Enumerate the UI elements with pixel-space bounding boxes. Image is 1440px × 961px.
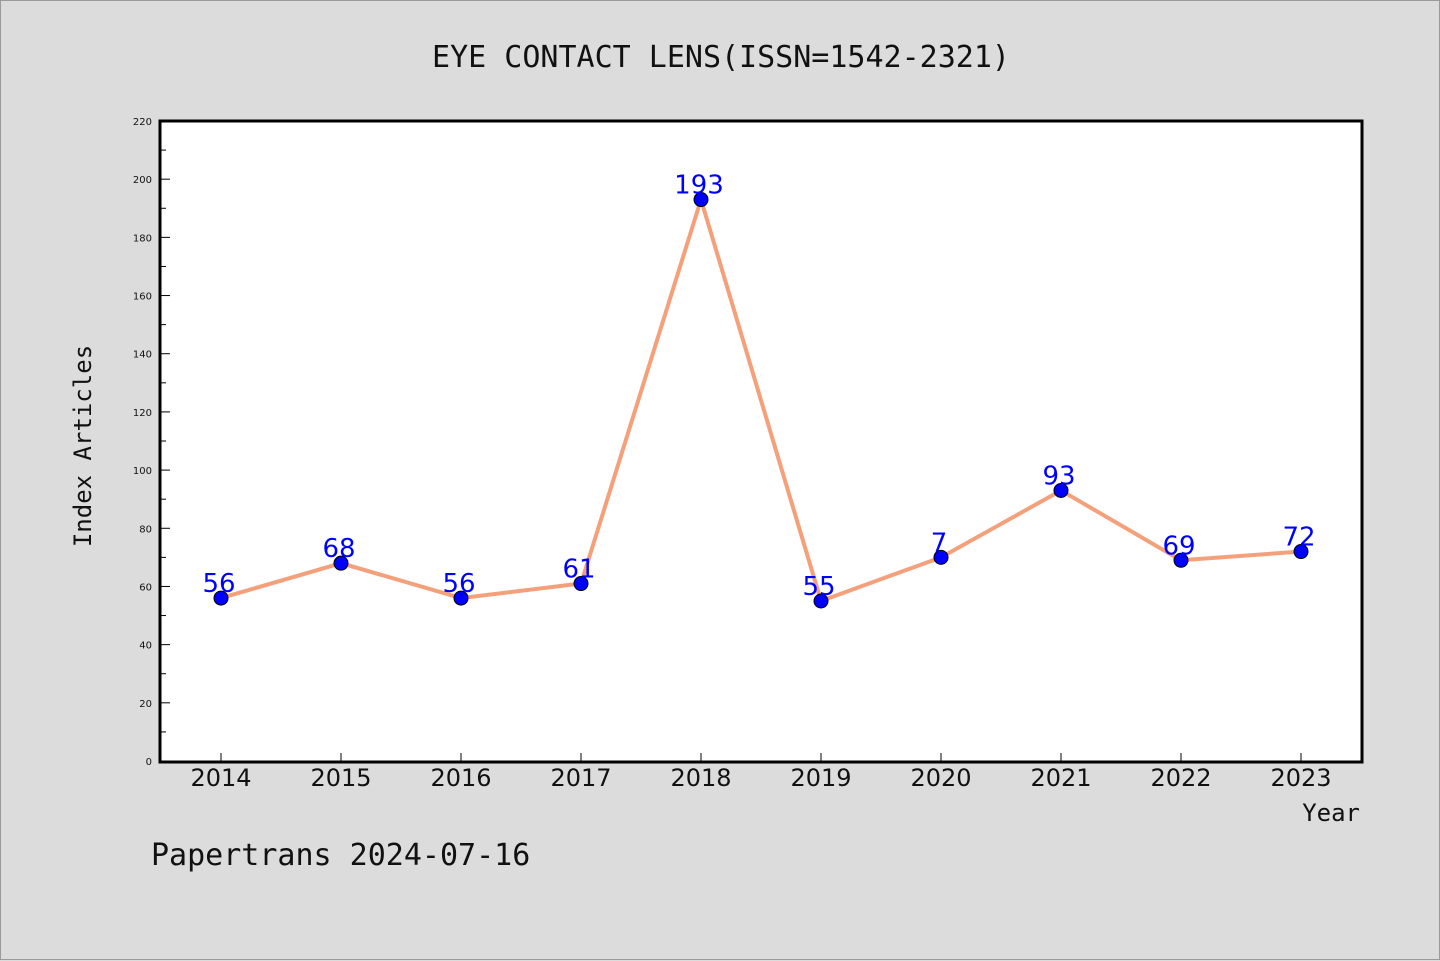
x-tick-label: 2018 — [670, 764, 731, 792]
x-tick-label: 2019 — [790, 764, 851, 792]
data-labels: 56 68 56 61 193 55 7 93 69 72 — [202, 171, 1315, 602]
y-tick-label: 140 — [133, 350, 152, 361]
x-tick-label: 2015 — [310, 764, 371, 792]
data-point — [573, 576, 589, 592]
footer-credit: Papertrans 2024-07-16 — [151, 838, 530, 873]
data-label: 68 — [322, 534, 355, 564]
x-axis-label: Year — [1302, 799, 1360, 827]
y-axis: 0 20 40 60 80 100 120 140 160 180 200 220 — [133, 117, 170, 768]
data-label: 56 — [442, 569, 475, 599]
x-tick-label: 2017 — [550, 764, 611, 792]
chart-title: EYE CONTACT LENS(ISSN=1542-2321) — [432, 40, 1010, 75]
data-point — [333, 555, 349, 571]
y-tick-label: 220 — [133, 117, 152, 128]
data-point — [213, 590, 229, 606]
data-point — [1053, 482, 1069, 498]
x-tick-label: 2016 — [430, 764, 491, 792]
data-label: 69 — [1162, 531, 1195, 561]
data-label: 55 — [802, 572, 835, 602]
data-label: 193 — [674, 171, 724, 201]
y-tick-label: 40 — [139, 641, 152, 652]
x-tick-label: 2023 — [1270, 764, 1331, 792]
y-axis-label: Index Articles — [69, 345, 97, 547]
plot-area — [160, 121, 1362, 762]
data-point — [1293, 544, 1309, 560]
data-label: 72 — [1282, 523, 1315, 553]
y-tick-label: 0 — [146, 757, 152, 768]
data-label: 7 — [931, 528, 948, 558]
y-tick-label: 20 — [139, 699, 152, 710]
data-point — [453, 590, 469, 606]
y-tick-label: 80 — [139, 524, 152, 535]
x-axis: 2014 2015 2016 2017 2018 2019 2020 2021 2022 2023 — [190, 753, 1332, 792]
data-point — [813, 593, 829, 609]
data-label: 61 — [562, 555, 595, 585]
x-tick-label: 2021 — [1030, 764, 1091, 792]
plot-border — [158, 119, 1364, 764]
y-tick-label: 180 — [133, 233, 152, 244]
y-tick-label: 160 — [133, 292, 152, 303]
data-label: 93 — [1042, 461, 1075, 491]
data-point — [693, 192, 709, 208]
data-point — [1173, 552, 1189, 568]
x-tick-label: 2020 — [910, 764, 971, 792]
data-label: 56 — [202, 569, 235, 599]
x-tick-label: 2014 — [190, 764, 251, 792]
y-tick-label: 120 — [133, 408, 152, 419]
data-point — [933, 549, 949, 565]
data-markers — [213, 192, 1309, 609]
x-tick-label: 2022 — [1150, 764, 1211, 792]
y-tick-label: 200 — [133, 175, 152, 186]
y-tick-label: 60 — [139, 582, 152, 593]
y-tick-label: 100 — [133, 466, 152, 477]
series-line — [220, 197, 1302, 603]
